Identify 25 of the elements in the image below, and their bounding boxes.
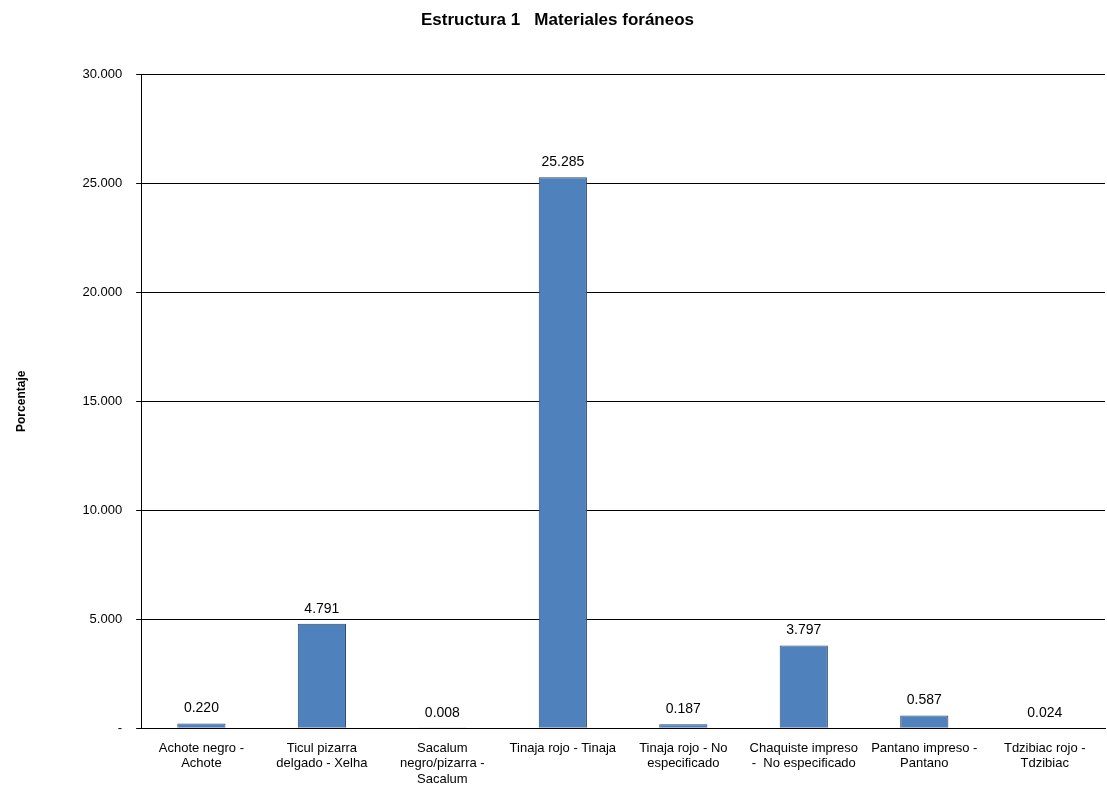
y-tick-label: 30.000 bbox=[82, 65, 123, 81]
y-axis-title: Porcentaje bbox=[13, 370, 28, 432]
y-tick-label: 25.000 bbox=[82, 174, 123, 190]
x-tick-label: Sacalum negro/pizarra - Sacalum bbox=[400, 739, 485, 786]
data-label: 0.008 bbox=[424, 703, 461, 720]
data-label: 0.220 bbox=[183, 699, 220, 716]
y-tick-label: 10.000 bbox=[82, 501, 123, 517]
x-tick-label: Chaquiste impreso - No especificado bbox=[749, 739, 858, 771]
x-tick-label: Tinaja rojo - No especificado bbox=[639, 739, 728, 771]
y-tick-label: - bbox=[117, 719, 123, 735]
y-tick-label: 5.000 bbox=[89, 610, 123, 626]
x-tick-label: Tdzibiac rojo - Tdzibiac bbox=[1003, 739, 1086, 771]
data-label: 25.285 bbox=[541, 153, 585, 170]
x-tick-label: Pantano impreso - Pantano bbox=[871, 739, 978, 771]
data-label: 0.024 bbox=[1027, 703, 1063, 720]
data-label: 4.791 bbox=[304, 599, 340, 616]
x-tick-label: Tinaja rojo - Tinaja bbox=[509, 739, 617, 755]
x-tick-label: Achote negro - Achote bbox=[158, 739, 245, 771]
y-tick-label: 20.000 bbox=[82, 283, 123, 299]
data-label: 3.797 bbox=[786, 621, 822, 638]
data-label: 0.587 bbox=[906, 691, 942, 708]
data-label: 0.187 bbox=[665, 699, 702, 716]
chart-title: Estructura 1 Materiales foráneos bbox=[420, 9, 695, 29]
x-tick-label: Ticul pizarra delgado - Xelha bbox=[276, 739, 369, 771]
y-tick-label: 15.000 bbox=[82, 392, 123, 408]
